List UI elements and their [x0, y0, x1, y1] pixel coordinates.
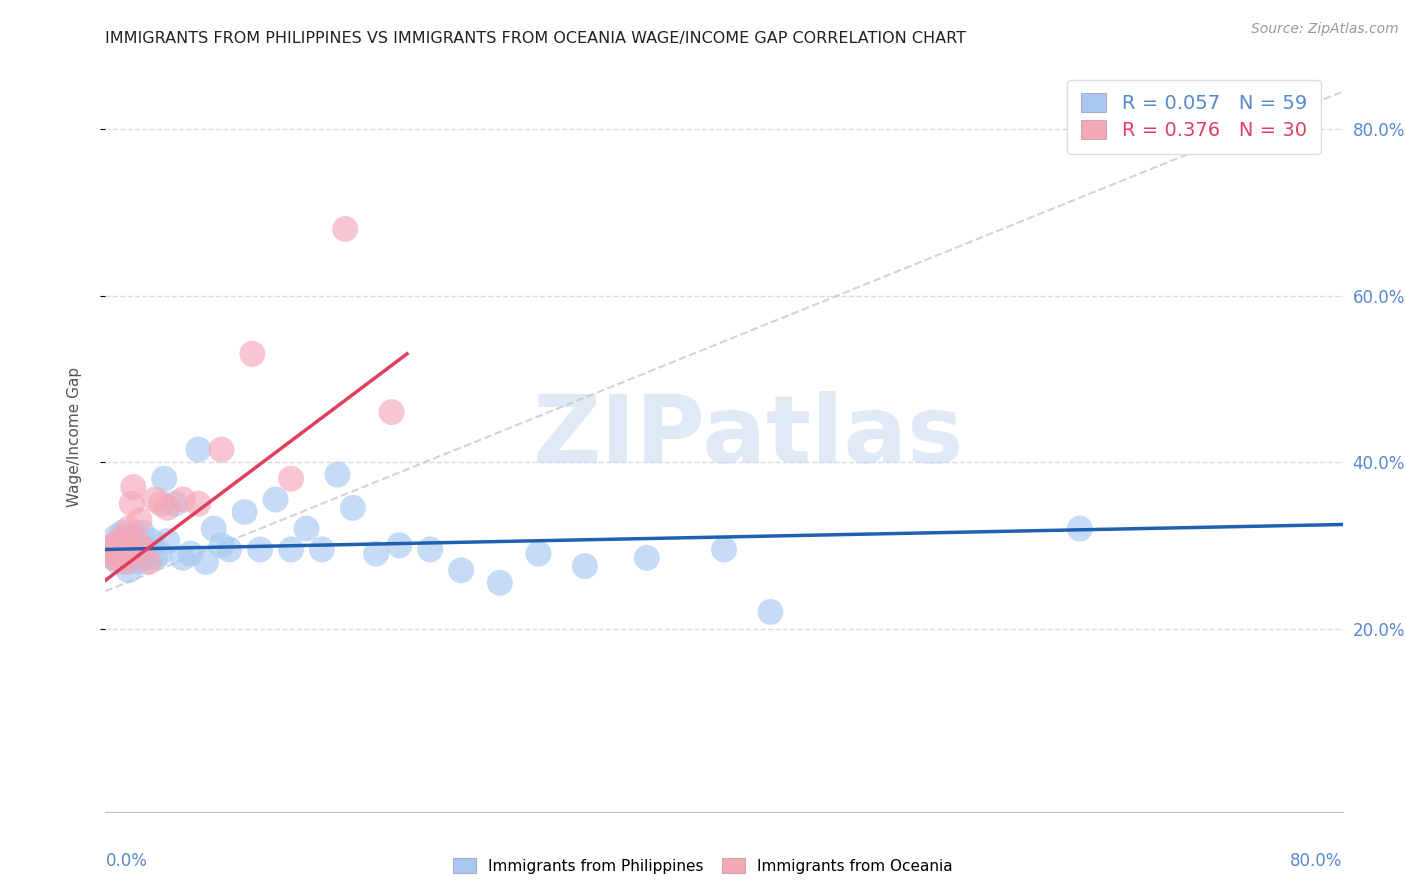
Point [107, 534, 129, 549]
Point [143, 550, 166, 565]
Point [233, 505, 256, 519]
Point [1069, 522, 1091, 536]
Point [111, 525, 134, 540]
Point [143, 492, 166, 507]
Point [122, 480, 145, 494]
Point [574, 559, 596, 574]
Point [218, 542, 240, 557]
Point [132, 550, 156, 565]
Point [264, 492, 287, 507]
Point [489, 575, 512, 590]
Point [115, 555, 138, 569]
Point [187, 442, 209, 457]
Point [127, 542, 149, 557]
Point [115, 555, 138, 569]
Text: 0.0%: 0.0% [105, 852, 148, 870]
Point [211, 538, 233, 552]
Point [108, 538, 131, 552]
Point [103, 538, 124, 552]
Point [163, 497, 186, 511]
Point [110, 550, 132, 565]
Text: ZIPatlas: ZIPatlas [533, 391, 965, 483]
Point [450, 563, 472, 577]
Point [98, 547, 121, 561]
Point [107, 555, 129, 569]
Text: 80.0%: 80.0% [1291, 852, 1343, 870]
Point [380, 405, 402, 419]
Y-axis label: Wage/Income Gap: Wage/Income Gap [67, 367, 82, 508]
Point [172, 492, 194, 507]
Point [112, 538, 135, 552]
Point [105, 530, 128, 544]
Text: IMMIGRANTS FROM PHILIPPINES VS IMMIGRANTS FROM OCEANIA WAGE/INCOME GAP CORRELATI: IMMIGRANTS FROM PHILIPPINES VS IMMIGRANT… [105, 31, 966, 46]
Legend: Immigrants from Philippines, Immigrants from Oceania: Immigrants from Philippines, Immigrants … [447, 852, 959, 880]
Point [114, 530, 136, 544]
Point [107, 542, 129, 557]
Point [202, 522, 225, 536]
Point [636, 550, 658, 565]
Point [114, 547, 136, 561]
Point [125, 538, 148, 552]
Point [122, 542, 145, 557]
Point [128, 555, 150, 569]
Point [242, 347, 264, 361]
Point [187, 497, 209, 511]
Point [280, 542, 302, 557]
Point [249, 542, 271, 557]
Legend: R = 0.057   N = 59, R = 0.376   N = 30: R = 0.057 N = 59, R = 0.376 N = 30 [1067, 79, 1320, 153]
Point [419, 542, 441, 557]
Point [112, 534, 135, 549]
Point [111, 542, 134, 557]
Point [104, 538, 127, 552]
Point [759, 605, 782, 619]
Point [118, 538, 141, 552]
Point [527, 547, 550, 561]
Point [121, 550, 143, 565]
Point [124, 530, 146, 544]
Point [118, 563, 141, 577]
Point [295, 522, 318, 536]
Point [194, 555, 217, 569]
Point [105, 542, 128, 557]
Point [172, 550, 194, 565]
Point [120, 542, 142, 557]
Point [118, 522, 141, 536]
Point [326, 467, 349, 482]
Point [103, 550, 124, 565]
Point [138, 555, 160, 569]
Point [100, 542, 122, 557]
Point [108, 547, 131, 561]
Point [136, 542, 159, 557]
Point [128, 513, 150, 527]
Point [311, 542, 333, 557]
Point [364, 547, 387, 561]
Point [110, 550, 132, 565]
Point [132, 542, 156, 557]
Point [211, 442, 233, 457]
Point [104, 550, 127, 565]
Point [125, 534, 148, 549]
Point [156, 500, 179, 515]
Point [180, 547, 202, 561]
Point [121, 497, 143, 511]
Point [156, 534, 179, 549]
Point [342, 500, 364, 515]
Point [120, 542, 142, 557]
Point [110, 542, 132, 557]
Point [713, 542, 735, 557]
Point [149, 547, 172, 561]
Point [335, 222, 357, 236]
Point [100, 547, 122, 561]
Point [388, 538, 411, 552]
Point [129, 542, 152, 557]
Point [150, 497, 173, 511]
Text: Source: ZipAtlas.com: Source: ZipAtlas.com [1251, 22, 1399, 37]
Point [98, 542, 121, 557]
Point [141, 534, 163, 549]
Point [153, 472, 176, 486]
Point [131, 525, 153, 540]
Point [280, 472, 302, 486]
